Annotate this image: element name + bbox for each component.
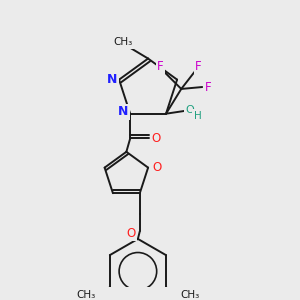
Text: N: N	[107, 73, 118, 86]
Text: O: O	[151, 132, 160, 145]
Text: O: O	[152, 161, 161, 174]
Text: F: F	[157, 60, 164, 73]
Text: CH₃: CH₃	[114, 38, 133, 47]
Text: CH₃: CH₃	[76, 290, 96, 300]
Text: F: F	[195, 60, 202, 73]
Text: H: H	[194, 111, 201, 121]
Text: CH₃: CH₃	[180, 290, 200, 300]
Text: O: O	[127, 227, 136, 240]
Text: F: F	[205, 80, 211, 94]
Text: N: N	[118, 105, 129, 118]
Text: O: O	[185, 105, 194, 115]
